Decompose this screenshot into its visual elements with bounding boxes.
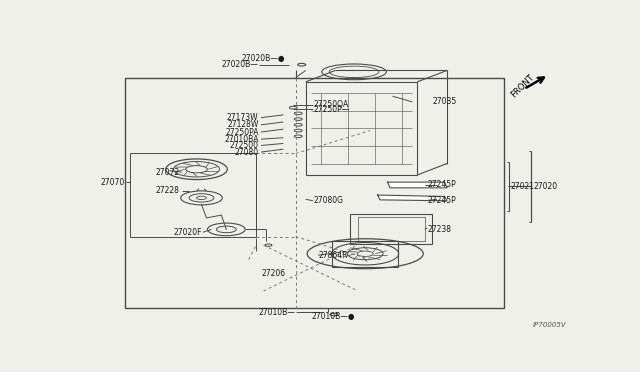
Bar (129, 154, 256, 237)
Text: 27010B—: 27010B— (259, 308, 296, 317)
Text: 27072: 27072 (155, 168, 179, 177)
Text: 27080G: 27080G (313, 196, 343, 205)
Text: 27021: 27021 (511, 182, 534, 191)
Text: 27206: 27206 (261, 269, 285, 278)
Text: 27080: 27080 (234, 148, 259, 157)
Bar (350, 214, 432, 244)
Text: FRONT: FRONT (509, 73, 536, 100)
Bar (306, 82, 417, 175)
Text: 27070: 27070 (100, 178, 125, 187)
Text: 27238: 27238 (428, 225, 451, 234)
Text: 27010BA: 27010BA (224, 135, 259, 144)
Text: 27020B—●: 27020B—● (242, 54, 285, 63)
Bar (358, 217, 425, 241)
Bar (125, 78, 504, 308)
Text: 27245P: 27245P (428, 180, 456, 189)
Text: 272500: 272500 (230, 141, 259, 150)
Text: 27864R: 27864R (318, 251, 348, 260)
Text: 27010B—●: 27010B—● (311, 312, 355, 321)
Text: 27035: 27035 (432, 97, 456, 106)
Text: 27020F: 27020F (173, 228, 202, 237)
Text: 27020: 27020 (534, 182, 558, 191)
Polygon shape (378, 195, 447, 201)
Text: 27128W: 27128W (227, 121, 259, 129)
Text: IP70005V: IP70005V (532, 322, 566, 328)
Text: 27173W: 27173W (227, 113, 259, 122)
Text: 27245P: 27245P (428, 196, 456, 205)
Text: 27250PA: 27250PA (225, 128, 259, 137)
Bar (332, 241, 398, 267)
Text: 27020B—: 27020B— (221, 60, 259, 69)
Text: 27250QA: 27250QA (313, 100, 348, 109)
Polygon shape (388, 182, 447, 188)
Text: 27250P—: 27250P— (313, 105, 349, 113)
Text: 27228: 27228 (156, 186, 179, 195)
